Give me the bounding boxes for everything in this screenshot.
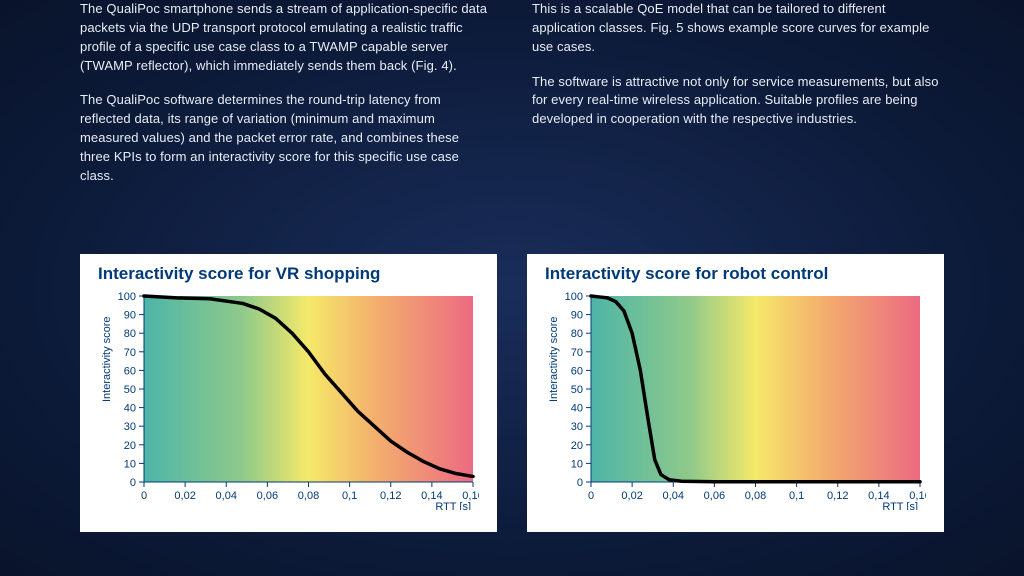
chart-title: Interactivity score for robot control	[545, 264, 926, 284]
svg-text:Interactivity score: Interactivity score	[548, 316, 560, 402]
svg-text:0,12: 0,12	[827, 490, 848, 502]
svg-text:0,04: 0,04	[216, 490, 237, 502]
text-columns: The QualiPoc smartphone sends a stream o…	[0, 0, 1024, 202]
svg-text:50: 50	[571, 384, 583, 396]
svg-text:RTT [s]: RTT [s]	[882, 501, 918, 510]
chart-plot: 0 10 20 30 40 50 60 70 80 90 100 0 0,02 0,04 0,06 0,08 0…	[98, 290, 479, 510]
svg-text:60: 60	[571, 365, 583, 377]
svg-text:20: 20	[571, 439, 583, 451]
svg-text:0,1: 0,1	[789, 490, 804, 502]
chart-title: Interactivity score for VR shopping	[98, 264, 479, 284]
svg-text:100: 100	[118, 291, 136, 303]
svg-text:30: 30	[571, 421, 583, 433]
svg-text:70: 70	[124, 346, 136, 358]
svg-text:40: 40	[124, 402, 136, 414]
svg-text:50: 50	[124, 384, 136, 396]
svg-text:0: 0	[130, 477, 136, 489]
svg-text:0,02: 0,02	[174, 490, 195, 502]
svg-text:0: 0	[577, 477, 583, 489]
paragraph: The software is attractive not only for …	[532, 73, 944, 130]
svg-text:0,06: 0,06	[704, 490, 725, 502]
svg-text:Interactivity score: Interactivity score	[101, 316, 113, 402]
chart-card-robot: Interactivity score for robot control 0 1…	[527, 254, 944, 532]
svg-text:90: 90	[571, 309, 583, 321]
svg-text:70: 70	[571, 346, 583, 358]
svg-text:0,04: 0,04	[663, 490, 684, 502]
charts-row: Interactivity score for VR shopping 0 10 2…	[0, 254, 1024, 532]
paragraph: This is a scalable QoE model that can be…	[532, 0, 944, 57]
svg-text:60: 60	[124, 365, 136, 377]
chart-plot: 0 10 20 30 40 50 60 70 80 90 100 0 0,02 0,04 0,06 0,08 0…	[545, 290, 926, 510]
paragraph: The QualiPoc software determines the rou…	[80, 91, 492, 185]
svg-text:20: 20	[124, 439, 136, 451]
svg-text:RTT [s]: RTT [s]	[435, 501, 471, 510]
svg-text:0,06: 0,06	[257, 490, 278, 502]
svg-text:10: 10	[124, 458, 136, 470]
svg-text:0: 0	[141, 490, 147, 502]
svg-text:100: 100	[565, 291, 583, 303]
svg-text:10: 10	[571, 458, 583, 470]
svg-text:0,08: 0,08	[745, 490, 766, 502]
svg-text:80: 80	[124, 328, 136, 340]
svg-text:0,02: 0,02	[621, 490, 642, 502]
svg-text:0,08: 0,08	[298, 490, 319, 502]
svg-text:0: 0	[588, 490, 594, 502]
paragraph: The QualiPoc smartphone sends a stream o…	[80, 0, 492, 75]
svg-text:80: 80	[571, 328, 583, 340]
left-column: The QualiPoc smartphone sends a stream o…	[80, 0, 492, 202]
chart-card-vr: Interactivity score for VR shopping 0 10 2…	[80, 254, 497, 532]
svg-text:40: 40	[571, 402, 583, 414]
svg-text:30: 30	[124, 421, 136, 433]
right-column: This is a scalable QoE model that can be…	[532, 0, 944, 202]
svg-text:0,12: 0,12	[380, 490, 401, 502]
svg-text:90: 90	[124, 309, 136, 321]
svg-text:0,1: 0,1	[342, 490, 357, 502]
